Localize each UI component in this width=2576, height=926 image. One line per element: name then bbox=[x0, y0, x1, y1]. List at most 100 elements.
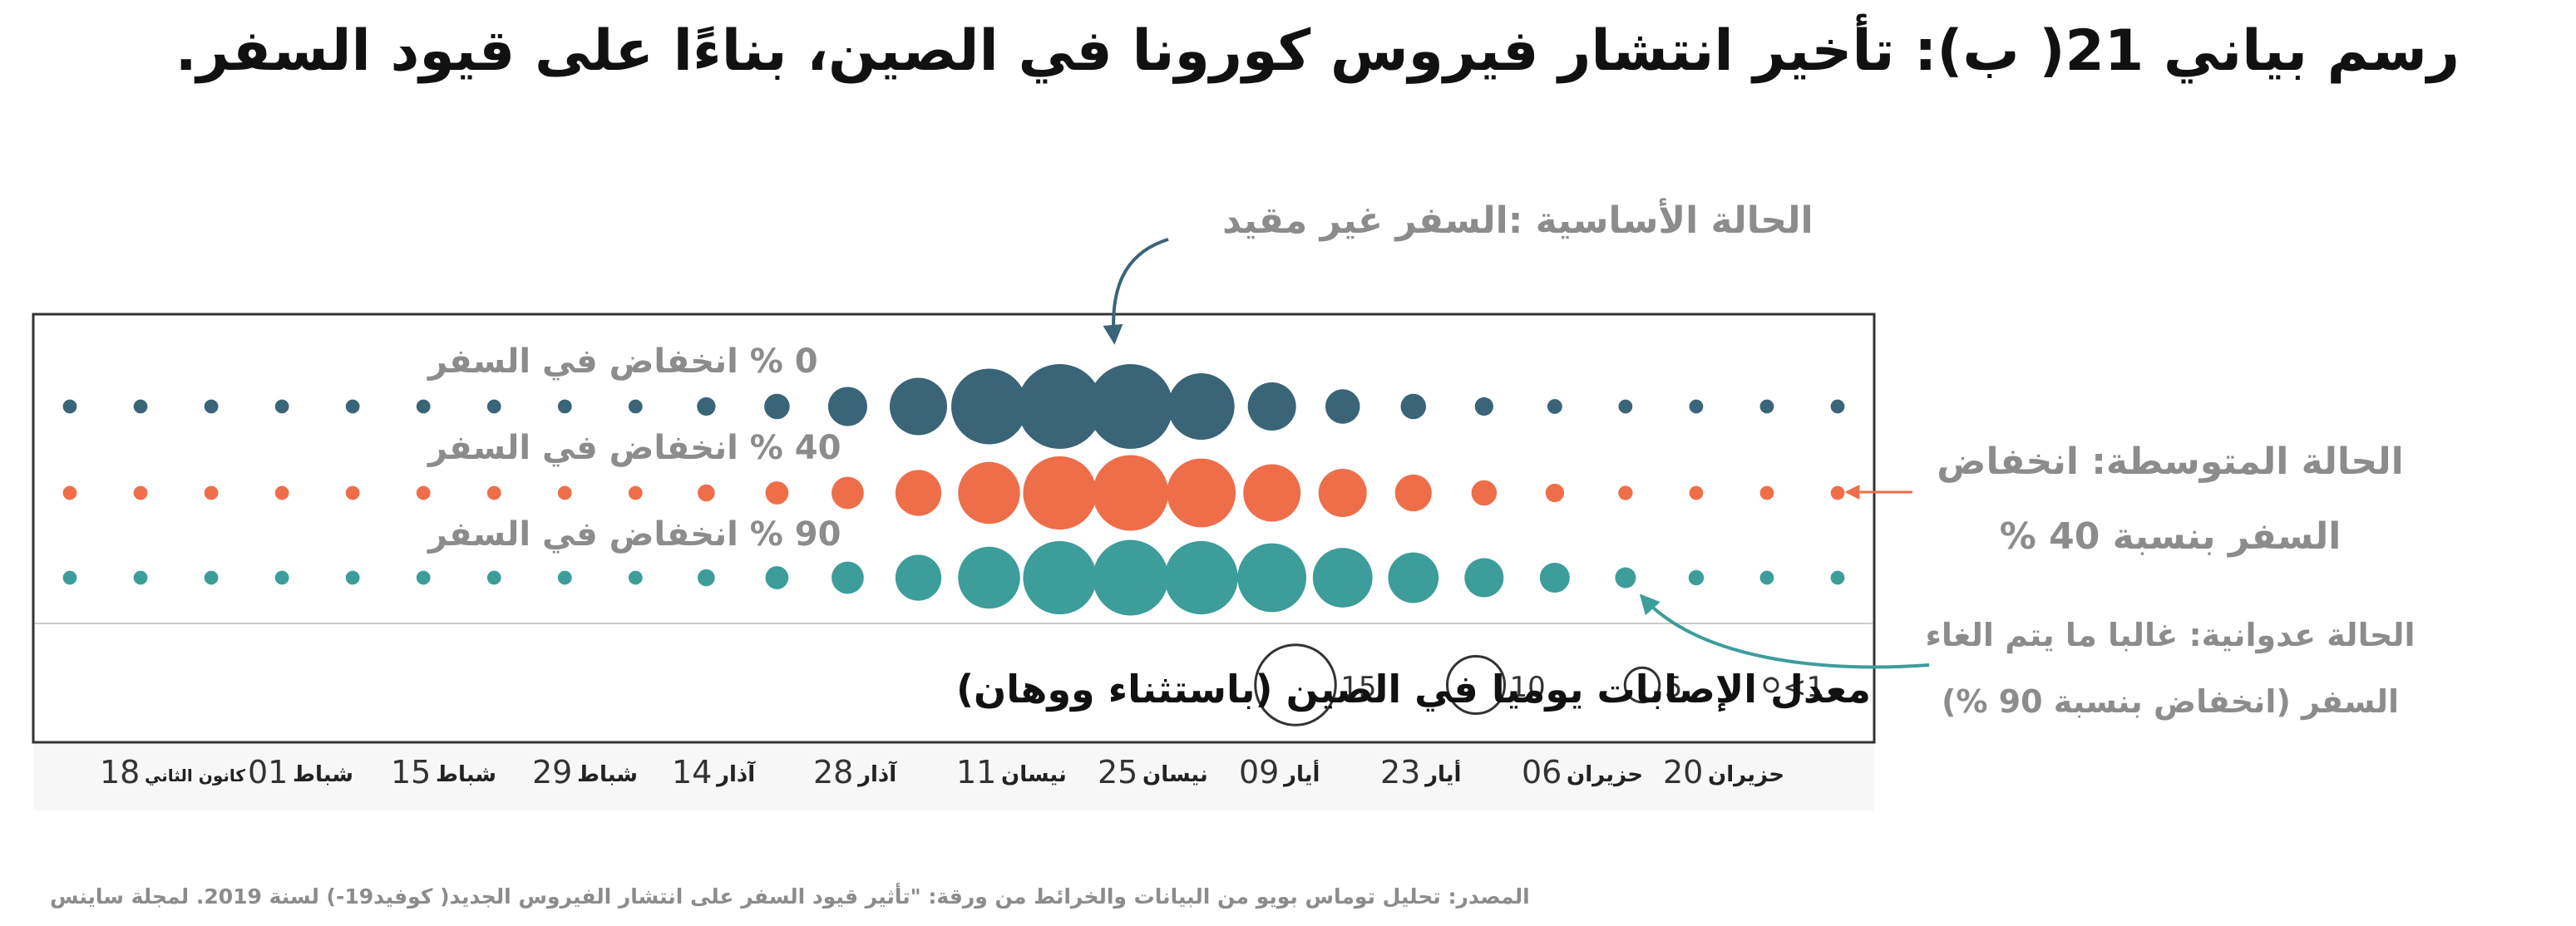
bubble-baseline-14 bbox=[1017, 364, 1103, 449]
x-tick-day-0: 18 bbox=[100, 754, 140, 791]
bubble-baseline-24 bbox=[1759, 399, 1774, 414]
bubble-moderate-8 bbox=[628, 485, 643, 500]
x-tick-day-9: 23 bbox=[1380, 754, 1420, 791]
bubble-baseline-1 bbox=[133, 399, 148, 414]
baseline-arrow bbox=[1103, 238, 1169, 345]
bubble-aggressive-23 bbox=[1688, 569, 1705, 586]
bubble-aggressive-1 bbox=[133, 570, 148, 585]
bubble-moderate-25 bbox=[1830, 485, 1845, 500]
chart-title: رسم بياني 21( ب): تأخير انتشار فيروس كور… bbox=[175, 18, 2460, 84]
bubble-aggressive-9 bbox=[698, 569, 715, 587]
bubble-baseline-6 bbox=[486, 399, 501, 414]
x-tick-day-3: 29 bbox=[532, 754, 572, 791]
x-tick-day-11: 20 bbox=[1663, 754, 1703, 791]
bubble-aggressive-19 bbox=[1388, 552, 1439, 603]
bubble-baseline-10 bbox=[764, 393, 790, 420]
bubble-aggressive-2 bbox=[204, 570, 219, 585]
bubble-moderate-21 bbox=[1545, 483, 1564, 503]
bubble-baseline-20 bbox=[1474, 397, 1493, 416]
bubble-baseline-7 bbox=[557, 399, 572, 414]
row-label-moderate: 40 % انخفاض في السفر bbox=[427, 429, 841, 467]
x-tick-day-6: 11 bbox=[956, 754, 996, 791]
bubble-moderate-23 bbox=[1689, 485, 1704, 500]
x-tick-month-11: حزيران bbox=[1708, 762, 1784, 787]
bubble-baseline-0 bbox=[62, 399, 77, 414]
bubble-aggressive-7 bbox=[557, 570, 572, 585]
bubble-aggressive-3 bbox=[274, 570, 289, 585]
bubble-baseline-19 bbox=[1400, 393, 1427, 420]
bubble-baseline-25 bbox=[1830, 399, 1845, 414]
size-legend-label-0: <1 bbox=[1783, 671, 1824, 704]
bubble-aggressive-0 bbox=[62, 570, 77, 585]
bubble-aggressive-20 bbox=[1464, 558, 1504, 598]
size-legend-circle-1 bbox=[1623, 666, 1661, 704]
x-tick-month-3: شباط bbox=[577, 762, 638, 787]
bubble-baseline-11 bbox=[827, 387, 867, 426]
bubble-aggressive-4 bbox=[345, 570, 360, 585]
x-tick-month-1: شباط bbox=[293, 762, 353, 787]
bubble-aggressive-12 bbox=[895, 554, 942, 601]
bubble-moderate-14 bbox=[1023, 456, 1097, 530]
bubble-aggressive-11 bbox=[832, 561, 864, 594]
bubble-moderate-24 bbox=[1759, 485, 1774, 500]
bubble-baseline-18 bbox=[1325, 389, 1360, 424]
bubble-aggressive-17 bbox=[1237, 543, 1307, 613]
size-legend-label-1: 5 bbox=[1665, 671, 1683, 704]
bubble-baseline-23 bbox=[1689, 399, 1704, 414]
bubble-baseline-5 bbox=[416, 399, 431, 414]
bubble-moderate-20 bbox=[1471, 480, 1498, 506]
x-tick-day-4: 14 bbox=[672, 754, 712, 791]
bubble-baseline-2 bbox=[204, 399, 219, 414]
x-tick-month-6: نيسان bbox=[1001, 762, 1067, 787]
x-tick-month-4: آذار bbox=[715, 761, 756, 787]
chart-frame bbox=[32, 313, 1876, 744]
x-axis-band bbox=[33, 744, 1874, 810]
bubble-aggressive-22 bbox=[1615, 567, 1636, 589]
bubble-moderate-5 bbox=[416, 485, 431, 500]
bubble-baseline-12 bbox=[889, 377, 947, 436]
x-tick-month-9: أيار bbox=[1424, 760, 1461, 787]
bubble-aggressive-14 bbox=[1023, 540, 1097, 615]
bubble-moderate-2 bbox=[204, 485, 219, 500]
annotation-aggressive-line2: السفر (انخفاض بنسبة 90 %) bbox=[1942, 683, 2399, 720]
size-legend-label-2: 10 bbox=[1510, 671, 1546, 704]
bubble-moderate-19 bbox=[1394, 474, 1432, 512]
bubble-aggressive-5 bbox=[416, 570, 431, 585]
bubble-moderate-10 bbox=[765, 481, 789, 505]
bubble-aggressive-18 bbox=[1312, 548, 1373, 608]
x-tick-day-2: 15 bbox=[391, 754, 431, 791]
bubble-moderate-22 bbox=[1618, 485, 1633, 500]
aggressive-arrow bbox=[1639, 594, 1930, 669]
bubble-aggressive-8 bbox=[628, 570, 643, 585]
bubble-baseline-4 bbox=[345, 399, 360, 414]
bubble-aggressive-6 bbox=[486, 570, 501, 585]
x-tick-month-7: نيسان bbox=[1142, 762, 1208, 787]
bubble-moderate-12 bbox=[895, 470, 942, 516]
x-tick-month-2: شباط bbox=[436, 762, 496, 787]
size-legend-circle-3 bbox=[1254, 643, 1337, 727]
bubble-moderate-17 bbox=[1243, 464, 1301, 522]
bubble-moderate-16 bbox=[1167, 458, 1236, 528]
bubble-moderate-7 bbox=[557, 485, 572, 500]
x-tick-day-7: 25 bbox=[1098, 754, 1137, 791]
annotation-moderate-line2: السفر بنسبة 40 % bbox=[1999, 515, 2342, 558]
bubble-moderate-3 bbox=[274, 485, 289, 500]
bubble-moderate-6 bbox=[486, 485, 501, 500]
chart-inner-title: معدل الإصابات يوميا في الصين (باستثناء و… bbox=[956, 667, 1871, 712]
size-legend-circle-2 bbox=[1446, 655, 1506, 715]
bubble-baseline-16 bbox=[1167, 373, 1235, 440]
size-legend-label-3: 15 bbox=[1340, 671, 1376, 704]
bubble-moderate-1 bbox=[133, 485, 148, 500]
row-label-baseline: 0 % انخفاض في السفر bbox=[427, 342, 818, 381]
bubble-moderate-11 bbox=[832, 476, 864, 510]
bubble-aggressive-15 bbox=[1093, 539, 1169, 616]
bubble-moderate-13 bbox=[958, 461, 1020, 525]
bubble-baseline-8 bbox=[628, 399, 643, 414]
bubble-moderate-18 bbox=[1318, 469, 1367, 517]
annotation-baseline: الحالة الأساسية :السفر غير مقيد bbox=[1222, 199, 1814, 242]
bubble-baseline-21 bbox=[1547, 399, 1562, 414]
bubble-baseline-22 bbox=[1618, 399, 1633, 414]
bubble-baseline-17 bbox=[1247, 382, 1296, 431]
annotation-aggressive-line1: الحالة عدوانية: غالبا ما يتم الغاء bbox=[1925, 617, 2416, 653]
